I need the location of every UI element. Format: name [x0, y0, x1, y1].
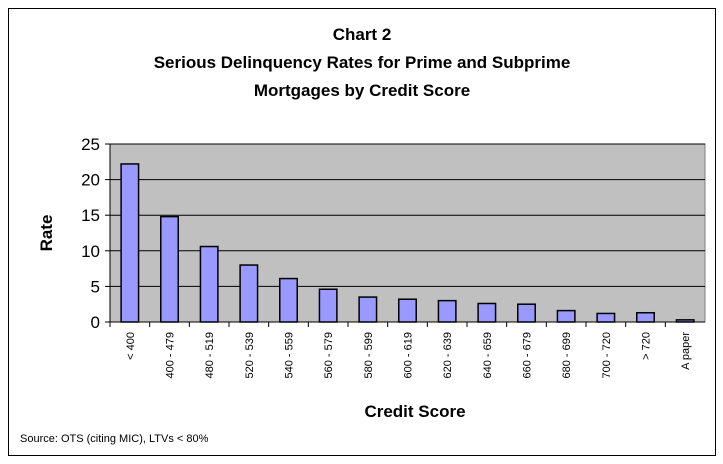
bar	[636, 311, 655, 323]
x-axis-title: Credit Score	[364, 402, 465, 421]
x-tick-label: 640 - 659	[482, 332, 494, 378]
x-tick-label: < 400	[125, 332, 137, 360]
x-tick-label: 580 - 599	[363, 332, 375, 378]
x-tick-label: 600 - 619	[403, 332, 415, 378]
y-tick-label: 25	[81, 135, 100, 154]
x-tick-label: 620 - 639	[442, 332, 454, 378]
y-tick-label: 15	[81, 206, 100, 225]
plot-area	[109, 143, 706, 323]
y-tick-label: 10	[81, 242, 100, 261]
bar	[199, 245, 219, 323]
bar	[318, 288, 338, 323]
bar	[477, 302, 497, 323]
x-tick-label: 700 - 720	[601, 332, 613, 378]
x-tick-label: 400 - 479	[165, 332, 177, 378]
x-tick-label: 540 - 559	[284, 332, 296, 378]
chart-title: Mortgages by Credit Score	[254, 81, 470, 100]
y-tick-label: 0	[91, 313, 100, 332]
x-tick-label: 560 - 579	[323, 332, 335, 378]
bar	[120, 163, 140, 323]
bar	[517, 303, 536, 323]
y-axis-title: Rate	[37, 215, 56, 252]
y-tick-label: 20	[81, 171, 100, 190]
source-note: Source: OTS (citing MIC), LTVs < 80%	[20, 433, 209, 445]
x-tick-label: 480 - 519	[204, 332, 216, 378]
bar	[437, 299, 457, 323]
chart-title: Serious Delinquency Rates for Prime and …	[154, 53, 571, 72]
bar	[596, 312, 616, 323]
bar	[358, 296, 378, 323]
x-tick-label: 520 - 539	[244, 332, 256, 378]
x-tick-label: A paper	[680, 332, 692, 370]
chart-title: Chart 2	[333, 25, 392, 44]
bar	[556, 309, 576, 323]
bar	[239, 264, 259, 323]
x-tick-label: 660 - 679	[522, 332, 534, 378]
x-tick-label: > 720	[641, 332, 653, 360]
bar	[160, 215, 179, 323]
x-tick-label: 680 - 699	[561, 332, 573, 378]
bar	[279, 277, 298, 323]
y-tick-label: 5	[91, 277, 100, 296]
bar	[398, 298, 417, 323]
